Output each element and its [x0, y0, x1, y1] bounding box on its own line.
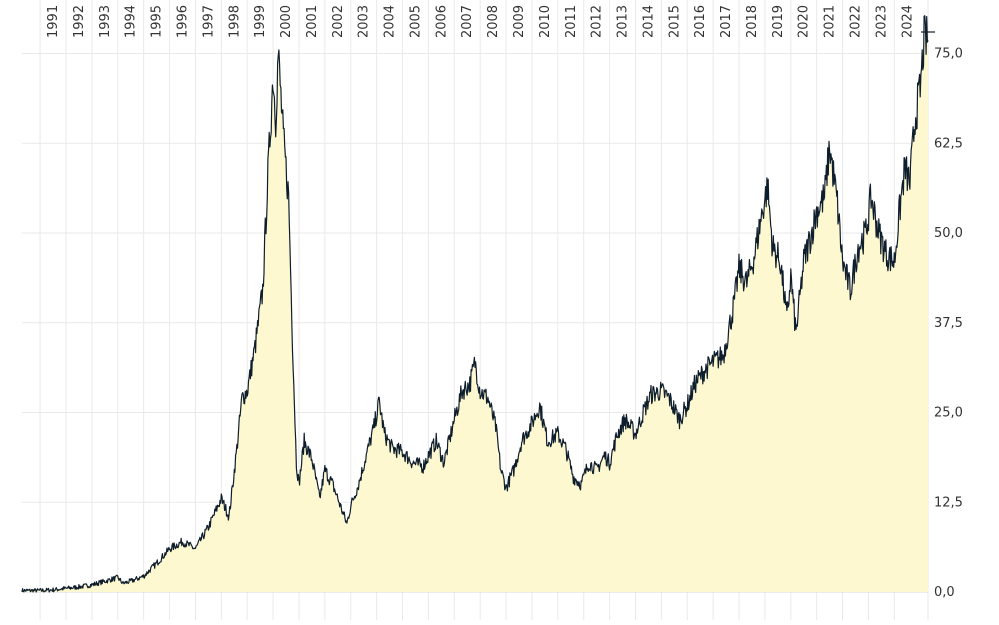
x-tick-label: 1997 [201, 5, 216, 38]
x-tick-label: 1999 [253, 5, 268, 38]
y-tick-label: 50,0 [934, 226, 963, 241]
x-tick-label: 2001 [305, 5, 320, 38]
x-tick-label: 2011 [564, 5, 579, 38]
y-tick-label: 75,0 [934, 47, 963, 62]
x-tick-label: 2020 [797, 5, 812, 38]
x-tick-label: 1992 [72, 5, 87, 38]
x-axis-tick-labels: 1991 1992 1993 1994 1995 1996 1997 1998 1999 2000… [46, 5, 915, 38]
x-tick-label: 2018 [745, 5, 760, 38]
x-tick-label: 2010 [538, 5, 553, 38]
x-tick-label: 1998 [227, 5, 242, 38]
x-tick-label: 2004 [383, 5, 398, 38]
y-tick-label: 25,0 [934, 406, 963, 421]
series-line [21, 15, 929, 593]
x-tick-label: 2023 [874, 5, 889, 38]
x-tick-label: 1994 [124, 5, 139, 38]
x-tick-label: 2017 [719, 5, 734, 38]
x-tick-label: 2013 [616, 5, 631, 38]
x-tick-label: 2008 [486, 5, 501, 38]
x-tick-label: 1996 [175, 5, 190, 38]
x-tick-label: 2003 [357, 5, 372, 38]
y-tick-label: 62,5 [934, 136, 963, 151]
x-tick-label: 2009 [512, 5, 527, 38]
x-tick-label: 2000 [279, 5, 294, 38]
x-tick-label: 2007 [460, 5, 475, 38]
x-tick-label: 2006 [434, 5, 449, 38]
x-tick-label: 2005 [408, 5, 423, 38]
x-tick-label: 1995 [150, 5, 165, 38]
y-tick-label: 0,0 [934, 585, 955, 600]
x-tick-label: 2014 [641, 5, 656, 38]
x-tick-label: 2024 [900, 5, 915, 38]
y-axis-tick-labels: 0,0 12,5 25,0 37,5 50,0 62,5 75,0 [934, 47, 963, 600]
line-layer [21, 15, 935, 593]
x-tick-label: 2022 [849, 5, 864, 38]
x-tick-label: 2021 [823, 5, 838, 38]
x-tick-label: 2019 [771, 5, 786, 38]
x-tick-label: 2015 [667, 5, 682, 38]
x-tick-label: 1991 [46, 5, 61, 38]
x-tick-label: 2002 [331, 5, 346, 38]
x-tick-label: 2012 [590, 5, 605, 38]
y-tick-label: 37,5 [934, 316, 963, 331]
series-area [22, 15, 928, 592]
area-layer [22, 15, 928, 592]
x-tick-label: 1993 [98, 5, 113, 38]
y-tick-label: 12,5 [934, 495, 963, 510]
x-tick-label: 2016 [693, 5, 708, 38]
